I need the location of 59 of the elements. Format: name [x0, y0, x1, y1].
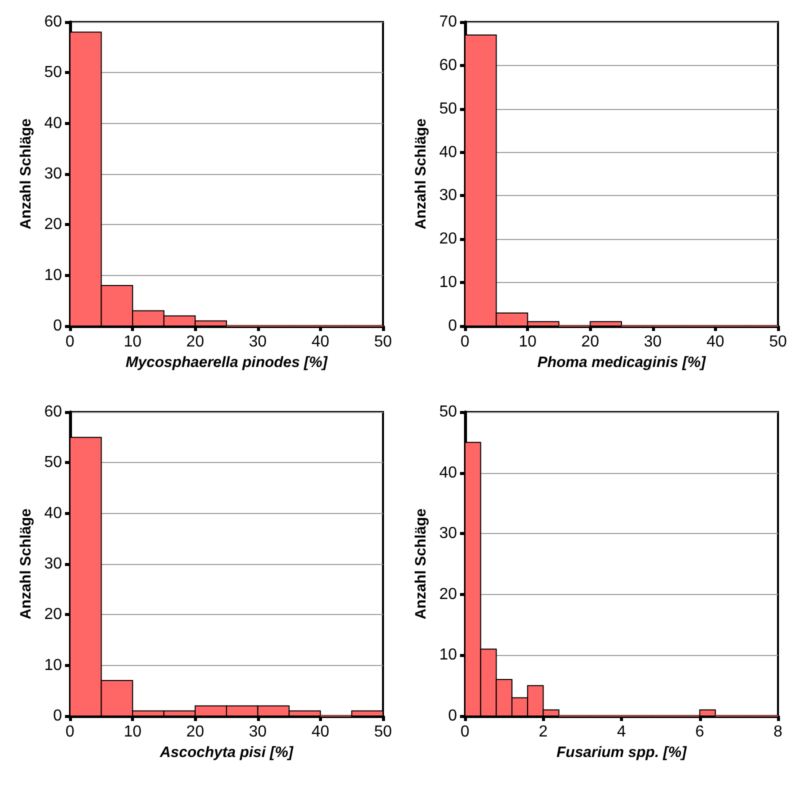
x-tick-label: 40 [312, 724, 330, 740]
y-tick-label: 0 [53, 318, 62, 334]
y-tick-label: 0 [448, 708, 458, 724]
x-tick-label: 30 [248, 724, 267, 740]
x-tick-label: 8 [774, 724, 783, 740]
y-axis-title: Anzahl Schläge [412, 118, 430, 230]
y-tick-label: 40 [439, 144, 458, 161]
y-tick-label: 10 [439, 646, 458, 664]
x-tick-label: 40 [312, 334, 330, 350]
y-tick-label: 40 [44, 504, 62, 522]
y-tick-label: 50 [44, 454, 62, 472]
y-tick-label: 30 [44, 556, 62, 572]
y-tick-label: 60 [44, 14, 62, 30]
x-tick-label: 50 [374, 724, 392, 740]
y-tick-label: 50 [439, 404, 458, 420]
x-tick-label: 10 [124, 724, 142, 740]
y-tick-label: 30 [439, 525, 458, 542]
x-tick-label: 6 [695, 724, 704, 740]
x-tick-label: 40 [706, 334, 724, 350]
x-tick-label: 20 [186, 724, 204, 740]
x-axis-title: Fusarium spp. [%] [556, 744, 688, 761]
x-axis-title: Phoma medicaginis [%] [537, 354, 707, 371]
y-tick-label: 10 [439, 274, 458, 292]
y-tick-label: 20 [44, 216, 62, 234]
y-tick-label: 70 [439, 14, 458, 30]
y-tick-label: 0 [448, 318, 458, 334]
y-tick-label: 60 [439, 56, 458, 74]
x-tick-label: 4 [617, 724, 626, 740]
y-axis-title: Anzahl Schläge [412, 508, 430, 620]
x-tick-label: 10 [124, 334, 142, 350]
x-axis-title: Mycosphaerella pinodes [%] [126, 354, 328, 371]
y-tick-label: 50 [439, 100, 458, 118]
x-tick-label: 2 [538, 724, 548, 740]
y-tick-label: 20 [439, 586, 458, 603]
y-axis-title: Anzahl Schläge [17, 118, 34, 230]
y-tick-label: 10 [44, 266, 62, 284]
x-tick-label: 0 [460, 334, 470, 350]
y-tick-label: 30 [44, 166, 62, 182]
x-tick-label: 30 [248, 334, 267, 350]
y-tick-label: 50 [44, 64, 62, 82]
x-tick-label: 10 [518, 334, 537, 350]
x-axis-title: Ascochyta pisi [%] [158, 744, 294, 761]
y-tick-label: 40 [439, 464, 458, 482]
x-tick-label: 50 [769, 334, 787, 350]
x-tick-label: 0 [66, 724, 75, 740]
y-tick-label: 40 [44, 114, 62, 132]
x-tick-label: 0 [66, 334, 75, 350]
y-axis-title: Anzahl Schläge [17, 508, 34, 620]
y-tick-label: 10 [44, 656, 62, 674]
y-tick-label: 0 [53, 708, 62, 724]
x-tick-label: 30 [644, 334, 662, 350]
x-tick-label: 20 [186, 334, 204, 350]
y-tick-label: 20 [44, 606, 62, 624]
x-tick-label: 20 [581, 334, 600, 350]
x-tick-label: 50 [374, 334, 392, 350]
y-tick-label: 30 [439, 187, 458, 204]
x-tick-label: 0 [460, 724, 470, 740]
y-tick-label: 20 [439, 230, 458, 248]
y-tick-label: 60 [44, 404, 62, 420]
